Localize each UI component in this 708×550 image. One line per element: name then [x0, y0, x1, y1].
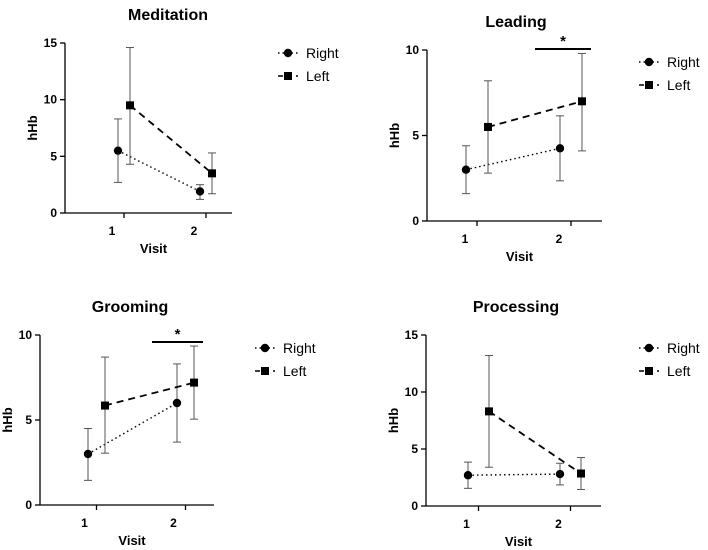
y-tick-label: 10	[406, 43, 420, 57]
x-axis-label: Visit	[505, 534, 533, 549]
legend-marker	[261, 367, 269, 375]
legend-entry-left: Left	[639, 77, 690, 93]
chart-panel-leading: Leading 0 5 10 1 2 Visit hHb * Right Left	[387, 14, 700, 264]
series-line-left	[129, 104, 213, 175]
legend-label: Right	[306, 45, 339, 61]
x-tick-label: 2	[170, 516, 177, 530]
data-point-left	[208, 169, 216, 178]
significance-marker: *	[175, 326, 181, 343]
legend-marker	[645, 367, 653, 375]
data-point-right	[555, 469, 565, 479]
x-tick-label: 1	[81, 516, 88, 530]
x-tick-label: 2	[556, 232, 563, 246]
legend-label: Right	[283, 340, 316, 356]
x-tick-label: 1	[462, 232, 469, 246]
y-tick-label: 5	[411, 442, 418, 456]
legend-entry-right: Right	[255, 340, 316, 356]
chart-title: Leading	[485, 14, 546, 31]
series-line-right	[87, 402, 178, 455]
x-tick-label: 2	[555, 517, 562, 531]
data-point-right	[195, 187, 205, 196]
y-tick-label: 10	[19, 328, 33, 342]
y-tick-label: 0	[412, 214, 419, 228]
y-tick-label: 10	[405, 385, 419, 399]
data-point-left	[190, 378, 198, 387]
legend-entry-left: Left	[278, 68, 329, 84]
legend-label: Right	[667, 54, 700, 70]
data-point-left	[577, 469, 585, 478]
series-line-left	[104, 381, 195, 407]
data-point-right	[113, 146, 123, 155]
legend-marker	[283, 48, 293, 58]
legend-entry-left: Left	[639, 363, 690, 379]
legend-label: Left	[283, 363, 306, 379]
y-tick-label: 15	[44, 36, 58, 50]
legend-entry-right: Right	[639, 340, 700, 356]
legend-entry-right: Right	[278, 45, 339, 61]
data-point-right	[463, 471, 473, 480]
series-line-left	[488, 410, 582, 475]
legend-label: Left	[667, 77, 690, 93]
chart-panel-meditation: Meditation 0 5 10 15 1 2 Visit hHb Right Left	[25, 7, 339, 256]
y-tick-label: 5	[50, 149, 57, 163]
data-point-right	[555, 144, 565, 153]
significance-marker: *	[560, 33, 566, 50]
legend-marker	[644, 57, 654, 67]
data-point-right	[83, 449, 93, 459]
data-point-right	[172, 398, 182, 408]
x-tick-label: 2	[191, 224, 198, 238]
data-point-left	[485, 407, 493, 416]
series-line-right	[467, 473, 561, 476]
legend-entry-left: Left	[255, 363, 306, 379]
chart-panel-processing: Processing 0 5 10 15 1 2 Visit hHb Right Left	[386, 299, 700, 549]
x-tick-label: 1	[109, 224, 116, 238]
legend-entry-right: Right	[639, 54, 700, 70]
legend-label: Right	[667, 340, 700, 356]
series-line-right	[465, 147, 561, 171]
y-tick-label: 0	[25, 498, 32, 512]
y-axis-label: hHb	[386, 408, 401, 433]
data-point-left	[101, 401, 109, 410]
legend-marker	[260, 343, 270, 353]
legend-marker	[645, 81, 653, 89]
legend-marker	[284, 72, 292, 80]
legend-label: Left	[306, 68, 329, 84]
y-tick-label: 10	[44, 93, 58, 107]
x-axis-label: Visit	[118, 533, 146, 548]
chart-title: Meditation	[128, 7, 208, 24]
legend-label: Left	[667, 363, 690, 379]
data-point-left	[484, 122, 492, 131]
chart-title: Grooming	[92, 299, 168, 316]
y-tick-label: 5	[412, 129, 419, 143]
y-axis-label: hHb	[0, 407, 15, 432]
data-point-right	[461, 165, 471, 174]
y-axis-label: hHb	[25, 115, 40, 140]
series-line-right	[117, 150, 201, 193]
series-line-left	[487, 100, 583, 128]
x-axis-label: Visit	[506, 249, 534, 264]
y-tick-label: 5	[25, 413, 32, 427]
data-point-left	[578, 97, 586, 106]
y-tick-label: 0	[411, 499, 418, 513]
x-axis-label: Visit	[140, 241, 168, 256]
chart-panel-grooming: Grooming 0 5 10 1 2 Visit hHb * Right Left	[0, 299, 316, 548]
chart-title: Processing	[473, 299, 559, 316]
data-point-left	[126, 101, 134, 110]
x-tick-label: 1	[463, 517, 470, 531]
y-axis-label: hHb	[387, 123, 402, 148]
legend-marker	[644, 343, 654, 353]
y-tick-label: 0	[50, 206, 57, 220]
y-tick-label: 15	[405, 328, 419, 342]
